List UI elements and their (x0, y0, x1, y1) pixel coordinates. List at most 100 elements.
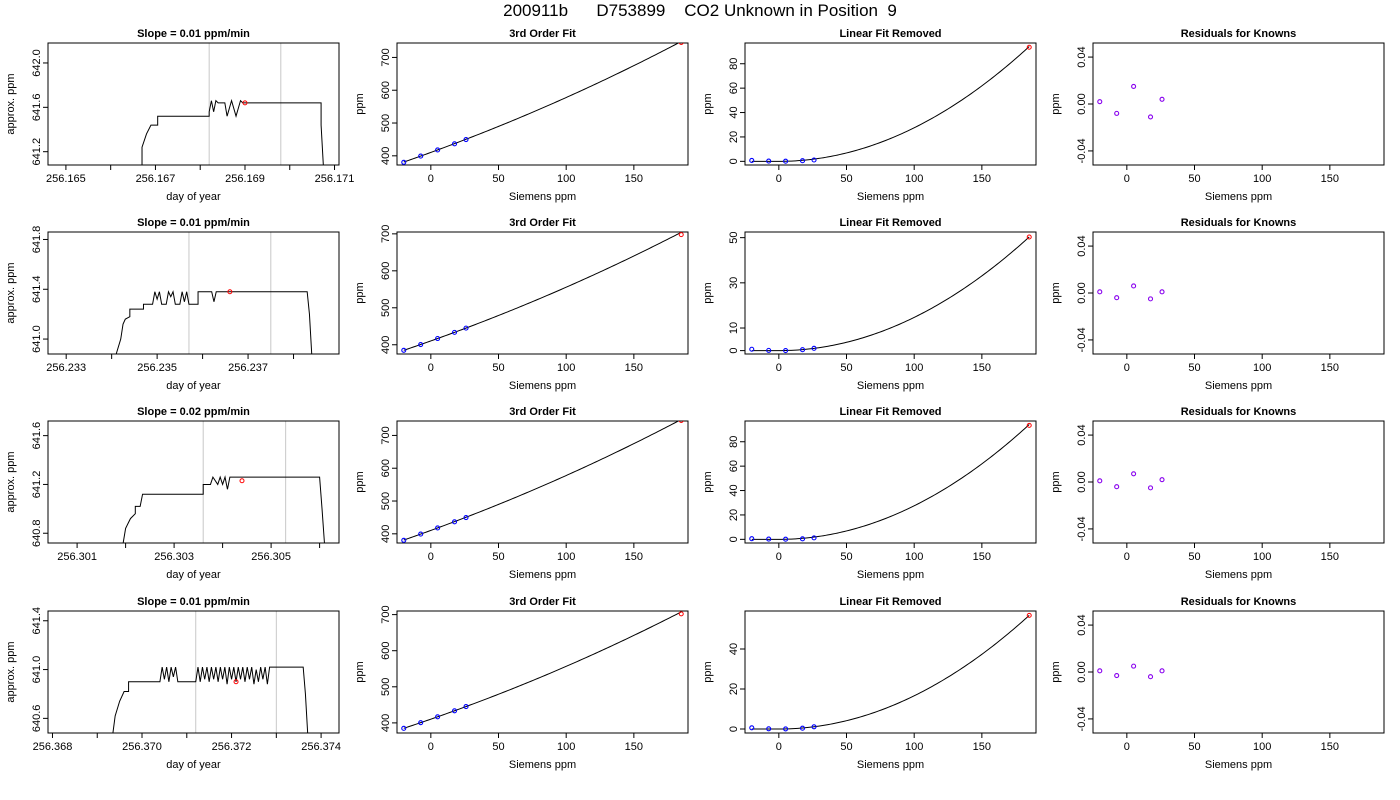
known-point (811, 724, 817, 730)
y-tick-label: 700 (380, 48, 392, 66)
unknown-marker (242, 100, 248, 106)
y-tick-label: 600 (380, 262, 392, 280)
panel-title: Residuals for Knowns (1181, 28, 1297, 40)
x-tick-label: 50 (492, 173, 504, 185)
y-tick-label: 700 (380, 605, 392, 623)
y-tick-label: 80 (728, 58, 740, 70)
y-tick-label: 0 (728, 158, 740, 164)
y-tick-label: 400 (380, 714, 392, 732)
data-layer (401, 421, 684, 543)
x-tick-label: 50 (492, 362, 504, 374)
plot-frame (47, 231, 340, 355)
x-tick-label: 50 (840, 741, 852, 753)
y-tick-label: -0.04 (1076, 327, 1088, 352)
x-tick-label: 50 (840, 173, 852, 185)
known-point (749, 725, 755, 731)
y-tick-label: 40 (728, 484, 740, 496)
x-tick-label: 100 (905, 173, 923, 185)
panel-title: Linear Fit Removed (839, 217, 941, 229)
known-point (451, 519, 458, 525)
known-point (451, 329, 458, 335)
known-point (1131, 663, 1137, 669)
plot-frame (744, 231, 1037, 355)
plot-frame (47, 42, 340, 166)
panel-r1-residual_curve: Linear Fit Removed 0 50 100 150 0 20 40 60 80 Siem… (702, 28, 1037, 203)
x-axis-label: Siemens ppm (857, 380, 924, 392)
x-tick-label: 150 (1321, 741, 1339, 753)
fit-curve (751, 424, 1030, 540)
y-tick-label: 0.04 (1076, 424, 1088, 445)
page-title: 200911b D753899 CO2 Unknown in Position … (503, 1, 897, 20)
y-tick-label: 50 (728, 232, 740, 244)
known-point (1114, 110, 1120, 116)
x-tick-label: 100 (1253, 173, 1271, 185)
y-tick-label: 500 (380, 299, 392, 317)
fit-curve (751, 46, 1030, 162)
known-point (1159, 289, 1165, 295)
plot-frame (396, 42, 689, 166)
x-axis-label: day of year (166, 380, 221, 392)
plot-frame (47, 420, 340, 544)
unknown-point (678, 421, 684, 423)
known-point (1159, 96, 1165, 102)
x-tick-label: 100 (557, 741, 575, 753)
x-axis-label: Siemens ppm (857, 759, 924, 771)
known-point (401, 537, 407, 543)
x-tick-label: 0 (428, 173, 434, 185)
concentration-trace (112, 666, 309, 733)
x-tick-label: 100 (557, 551, 575, 563)
x-tick-label: 256.305 (251, 551, 291, 563)
fit-curve (403, 421, 680, 541)
x-tick-label: 150 (973, 551, 991, 563)
y-tick-label: -0.04 (1076, 706, 1088, 731)
known-point (1147, 674, 1154, 680)
panel-r2-timeseries: Slope = 0.01 ppm/min 256.233 256.235 256.23… (5, 217, 340, 392)
data-layer (122, 475, 325, 543)
known-point (811, 345, 817, 351)
x-axis-label: day of year (166, 569, 221, 581)
concentration-trace (122, 475, 325, 543)
panel-r2-residuals: Residuals for Knowns 0 50 100 150 -0.04 0.00 0.… (1050, 217, 1385, 392)
y-tick-label: 500 (380, 678, 392, 696)
y-tick-label: 30 (728, 277, 740, 289)
x-tick-label: 0 (1124, 551, 1130, 563)
panel-r3-residuals: Residuals for Knowns 0 50 100 150 -0.04 0.00 0.… (1050, 406, 1385, 581)
y-tick-label: 642.0 (31, 49, 43, 77)
fit-curve (403, 611, 682, 729)
panel-title: Linear Fit Removed (839, 596, 941, 608)
unknown-point (1026, 234, 1032, 240)
plot-frame (744, 420, 1037, 544)
y-tick-label: 600 (380, 81, 392, 99)
x-tick-label: 256.370 (122, 741, 162, 753)
panel-r3-timeseries: Slope = 0.02 ppm/min 256.301 256.303 256.30… (5, 406, 340, 581)
y-tick-label: 0 (728, 348, 740, 354)
y-tick-label: 0 (728, 536, 740, 542)
y-tick-label: 640.8 (31, 519, 43, 547)
panel-title: Linear Fit Removed (839, 406, 941, 418)
plot-frame (1092, 420, 1385, 544)
y-tick-label: 600 (380, 642, 392, 660)
y-axis-label: ppm (354, 471, 366, 492)
panel-title: Slope = 0.01 ppm/min (137, 217, 250, 229)
x-tick-label: 100 (905, 362, 923, 374)
x-tick-label: 50 (492, 741, 504, 753)
unknown-point (678, 43, 684, 45)
known-point (418, 341, 424, 348)
known-point (401, 347, 407, 353)
y-tick-label: 20 (728, 683, 740, 695)
y-tick-label: 641.0 (31, 656, 43, 684)
y-tick-label: 641.4 (31, 275, 43, 303)
y-axis-label: ppm (702, 471, 714, 492)
x-tick-label: 100 (905, 741, 923, 753)
unknown-point (678, 611, 684, 617)
known-point (451, 141, 458, 147)
y-tick-label: 641.6 (31, 422, 43, 450)
x-tick-label: 256.167 (136, 173, 176, 185)
y-tick-label: 400 (380, 147, 392, 165)
known-point (1114, 484, 1120, 490)
known-point (1147, 296, 1154, 302)
panel-r4-fit: 3rd Order Fit 0 50 100 150 400 500 600 700 Siemen… (354, 596, 689, 771)
x-tick-label: 150 (625, 551, 643, 563)
y-axis-label: ppm (702, 282, 714, 303)
x-tick-label: 0 (428, 362, 434, 374)
